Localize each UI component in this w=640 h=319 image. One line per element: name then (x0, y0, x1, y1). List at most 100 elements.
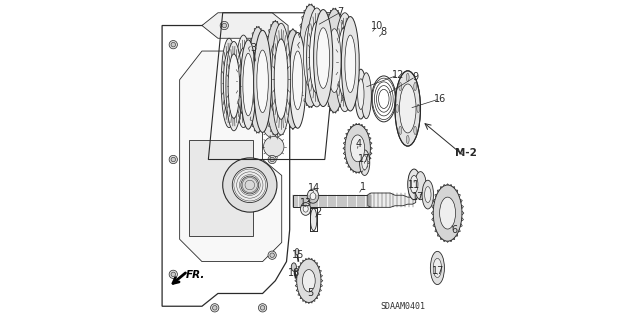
Ellipse shape (314, 10, 333, 107)
Ellipse shape (295, 249, 299, 255)
Text: 16: 16 (433, 94, 445, 104)
Ellipse shape (303, 206, 308, 212)
Text: 18: 18 (288, 268, 300, 278)
Ellipse shape (270, 157, 275, 162)
Ellipse shape (430, 251, 444, 285)
Ellipse shape (323, 9, 345, 112)
Ellipse shape (351, 135, 365, 162)
Ellipse shape (287, 49, 298, 109)
Ellipse shape (345, 35, 356, 93)
Text: 11: 11 (408, 180, 420, 190)
Ellipse shape (291, 263, 296, 271)
Ellipse shape (422, 180, 433, 209)
Text: 13: 13 (300, 197, 312, 208)
Text: 9: 9 (413, 71, 419, 82)
Ellipse shape (335, 13, 355, 112)
Polygon shape (180, 51, 282, 262)
Ellipse shape (268, 60, 276, 68)
Ellipse shape (220, 21, 228, 30)
Ellipse shape (284, 30, 302, 129)
FancyBboxPatch shape (189, 140, 253, 236)
Ellipse shape (253, 30, 271, 132)
Text: M-2: M-2 (455, 148, 477, 158)
Text: 12: 12 (392, 70, 404, 80)
Ellipse shape (399, 126, 402, 135)
Ellipse shape (221, 38, 237, 128)
Ellipse shape (171, 42, 175, 47)
Ellipse shape (265, 21, 285, 135)
Ellipse shape (212, 306, 217, 310)
Ellipse shape (307, 8, 327, 107)
Ellipse shape (303, 24, 317, 88)
Ellipse shape (223, 158, 277, 212)
Ellipse shape (171, 157, 175, 162)
Ellipse shape (406, 73, 409, 82)
Ellipse shape (399, 84, 416, 133)
Polygon shape (202, 13, 288, 45)
Ellipse shape (226, 41, 242, 131)
Ellipse shape (169, 270, 177, 278)
Bar (293, 195, 371, 207)
Ellipse shape (358, 79, 364, 109)
Ellipse shape (292, 51, 303, 110)
Ellipse shape (223, 51, 235, 115)
Ellipse shape (232, 167, 268, 203)
Ellipse shape (307, 189, 319, 203)
Ellipse shape (270, 62, 275, 66)
Text: 7: 7 (338, 7, 344, 17)
Ellipse shape (243, 53, 253, 116)
Ellipse shape (264, 117, 284, 138)
Ellipse shape (310, 193, 316, 200)
Text: FR.: FR. (186, 270, 205, 280)
Text: 17: 17 (412, 192, 424, 202)
Ellipse shape (235, 35, 252, 128)
Polygon shape (368, 193, 416, 207)
Text: 2: 2 (316, 207, 321, 217)
Text: 1: 1 (360, 182, 366, 192)
Ellipse shape (424, 187, 431, 203)
Ellipse shape (360, 150, 370, 175)
Ellipse shape (310, 208, 317, 231)
Text: 3: 3 (250, 43, 256, 53)
Ellipse shape (406, 135, 409, 144)
Ellipse shape (211, 304, 219, 312)
Ellipse shape (222, 23, 227, 28)
Text: 4: 4 (355, 138, 362, 149)
Ellipse shape (270, 253, 275, 257)
Ellipse shape (417, 104, 420, 113)
Ellipse shape (257, 50, 268, 113)
Ellipse shape (410, 175, 418, 193)
Ellipse shape (268, 155, 276, 164)
Ellipse shape (433, 258, 442, 278)
Ellipse shape (317, 28, 330, 88)
Ellipse shape (361, 73, 371, 119)
Ellipse shape (337, 26, 352, 98)
Ellipse shape (252, 48, 264, 112)
Ellipse shape (301, 203, 311, 215)
Ellipse shape (297, 259, 321, 302)
Ellipse shape (241, 40, 256, 129)
Ellipse shape (328, 29, 341, 93)
Ellipse shape (303, 270, 316, 292)
Text: 8: 8 (381, 27, 387, 37)
Text: 6: 6 (451, 225, 457, 235)
Ellipse shape (300, 5, 321, 107)
Ellipse shape (310, 22, 324, 93)
Ellipse shape (169, 155, 177, 164)
Text: 5: 5 (307, 288, 314, 299)
Ellipse shape (414, 126, 417, 135)
Ellipse shape (440, 197, 456, 229)
Ellipse shape (237, 48, 250, 115)
Ellipse shape (241, 176, 259, 194)
Ellipse shape (289, 33, 306, 128)
Ellipse shape (341, 17, 359, 111)
Ellipse shape (345, 124, 371, 172)
Ellipse shape (355, 69, 367, 119)
Text: 14: 14 (307, 183, 320, 193)
Text: 17: 17 (358, 154, 370, 164)
Ellipse shape (169, 41, 177, 49)
Text: SDAAM0401: SDAAM0401 (380, 302, 426, 311)
Polygon shape (162, 22, 290, 306)
Ellipse shape (395, 71, 420, 146)
Ellipse shape (260, 306, 265, 310)
